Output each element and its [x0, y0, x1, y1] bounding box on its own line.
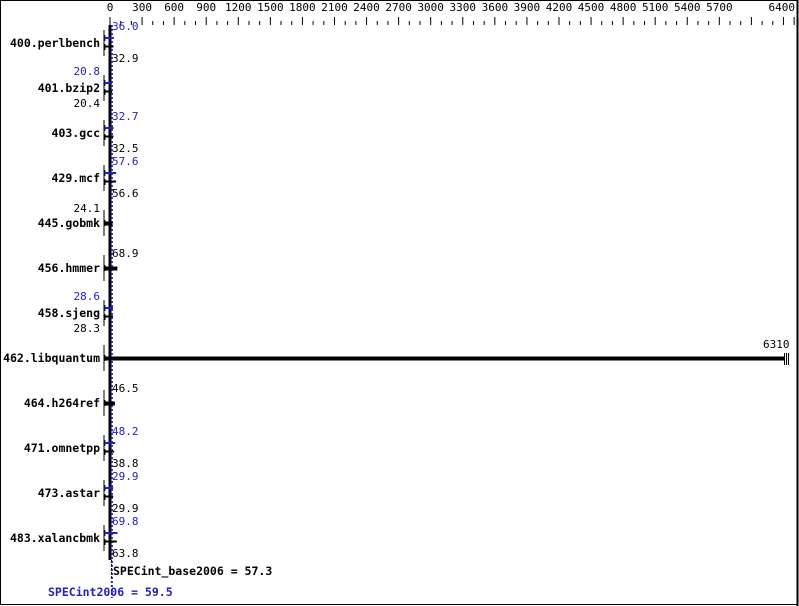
peak-summary-label: SPECint2006 = 59.5	[48, 585, 173, 599]
tick-label: 4800	[610, 1, 637, 14]
benchmark-label: 401.bzip2	[38, 81, 100, 95]
peak-bar	[105, 307, 114, 309]
tick-label: 3000	[417, 1, 444, 14]
base-value-label: 38.8	[112, 457, 139, 470]
base-value-label: 24.1	[74, 202, 101, 215]
benchmark-label: 464.h264ref	[24, 396, 100, 410]
benchmark-label: 429.mcf	[52, 171, 101, 185]
tick-label: 5100	[642, 1, 669, 14]
tick-label: 5400	[674, 1, 701, 14]
peak-value-label: 20.8	[74, 65, 101, 78]
peak-bar	[105, 82, 113, 84]
base-bar	[105, 90, 113, 93]
tick-label: 5700	[706, 1, 733, 14]
base-value-label: 29.9	[112, 502, 139, 515]
peak-value-label: 36.0	[112, 20, 139, 33]
peak-bar	[105, 487, 114, 489]
base-bar	[105, 495, 114, 498]
base-value-label: 20.4	[74, 97, 101, 110]
base-bar	[105, 45, 114, 48]
base-summary-label: SPECint_base2006 = 57.3	[113, 564, 273, 578]
peak-value-label: 32.7	[112, 110, 139, 123]
base-bar	[105, 315, 114, 318]
peak-value-label: 28.6	[74, 290, 101, 303]
base-value-label: 63.8	[112, 547, 139, 560]
benchmark-label: 403.gcc	[52, 126, 100, 140]
tick-label: 300	[132, 1, 152, 14]
base-value-label: 46.5	[112, 382, 139, 395]
peak-value-label: 48.2	[112, 425, 139, 438]
tick-label: 6400	[769, 1, 796, 14]
base-value-label: 32.5	[112, 142, 139, 155]
base-bar	[105, 450, 115, 453]
base-bar	[105, 356, 785, 361]
tick-label: 4200	[546, 1, 573, 14]
tick-label: 1200	[225, 1, 252, 14]
base-value-label: 6310	[763, 338, 790, 351]
tick-label: 1500	[257, 1, 284, 14]
peak-value-label: 29.9	[112, 470, 139, 483]
base-bar	[105, 221, 113, 226]
tick-label: 1800	[289, 1, 316, 14]
tick-label: 900	[196, 1, 216, 14]
tick-label: 3300	[450, 1, 477, 14]
base-value-label: 32.9	[112, 52, 139, 65]
base-value-label: 56.6	[112, 187, 139, 200]
peak-value-label: 57.6	[112, 155, 139, 168]
tick-label: 4500	[578, 1, 605, 14]
benchmark-label: 483.xalancbmk	[10, 531, 100, 545]
tick-label: 3600	[482, 1, 509, 14]
base-bar	[105, 540, 117, 543]
peak-bar	[105, 127, 114, 129]
base-bar	[105, 135, 114, 138]
tick-label: 2700	[385, 1, 412, 14]
tick-label: 2400	[353, 1, 380, 14]
peak-bar	[105, 37, 114, 39]
tick-label: 3900	[514, 1, 541, 14]
tick-label: 0	[107, 1, 114, 14]
base-value-label: 28.3	[74, 322, 101, 335]
peak-bar	[105, 442, 116, 444]
benchmark-label: 471.omnetpp	[24, 441, 100, 455]
base-bar	[105, 266, 118, 271]
benchmark-label: 456.hmmer	[38, 261, 100, 275]
peak-value-label: 69.8	[112, 515, 139, 528]
benchmark-label: 445.gobmk	[38, 216, 100, 230]
benchmark-label: 473.astar	[38, 486, 100, 500]
benchmark-label: 462.libquantum	[3, 351, 100, 365]
tick-label: 2100	[321, 1, 348, 14]
benchmark-label: 458.sjeng	[38, 306, 100, 320]
base-bar	[105, 180, 117, 183]
base-bar	[105, 401, 115, 406]
peak-bar	[105, 172, 117, 174]
benchmark-label: 400.perlbench	[10, 36, 100, 50]
base-value-label: 68.9	[112, 247, 139, 260]
tick-label: 600	[164, 1, 184, 14]
peak-bar	[105, 532, 118, 534]
